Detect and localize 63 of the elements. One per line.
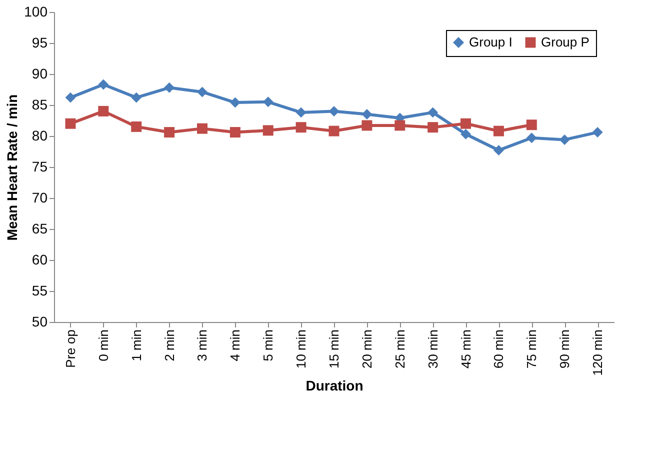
point bbox=[394, 120, 406, 131]
point bbox=[362, 109, 372, 120]
x-tick-label: 20 min bbox=[359, 330, 374, 369]
point bbox=[559, 134, 570, 145]
point bbox=[296, 122, 306, 133]
point bbox=[526, 120, 537, 130]
x-tick-label: 120 min bbox=[590, 330, 606, 376]
point bbox=[460, 128, 472, 140]
x-tick-label: 10 min bbox=[294, 330, 309, 369]
point bbox=[262, 96, 274, 108]
x-axis-title: Duration bbox=[306, 378, 364, 394]
point bbox=[230, 97, 240, 108]
x-tick-label: 0 min bbox=[96, 330, 111, 362]
point bbox=[428, 122, 438, 133]
x-tick-label: 75 min bbox=[524, 330, 540, 369]
x-tick-label: 25 min bbox=[392, 330, 408, 369]
point bbox=[196, 86, 208, 98]
y-tick-label: 55 bbox=[32, 282, 48, 298]
point bbox=[493, 126, 504, 136]
x-tick-label: 2 min bbox=[162, 330, 177, 362]
y-tick-label: 80 bbox=[32, 128, 48, 144]
y-tick-label: 60 bbox=[32, 252, 48, 268]
point bbox=[98, 106, 109, 116]
y-tick-label: 50 bbox=[32, 314, 48, 330]
y-tick-label: 85 bbox=[32, 96, 48, 112]
point bbox=[65, 92, 76, 103]
x-tick-label: 15 min bbox=[326, 330, 342, 369]
point bbox=[262, 125, 274, 136]
point bbox=[493, 145, 504, 156]
point bbox=[98, 79, 109, 90]
x-tick-label: 90 min bbox=[557, 330, 572, 369]
x-tick-label: 30 min bbox=[425, 330, 440, 369]
y-tick-label: 90 bbox=[32, 66, 48, 82]
x-tick-label: 45 min bbox=[458, 330, 474, 369]
point bbox=[328, 106, 340, 116]
legend-label: Group P bbox=[541, 34, 590, 50]
point bbox=[65, 118, 76, 129]
x-tick-label: 60 min bbox=[491, 330, 506, 369]
y-tick-label: 70 bbox=[32, 190, 48, 206]
x-tick-label: 5 min bbox=[260, 330, 276, 362]
x-tick-label: 1 min bbox=[128, 330, 144, 362]
y-tick-label: 95 bbox=[32, 34, 48, 50]
point bbox=[164, 127, 175, 138]
point bbox=[526, 132, 537, 144]
point bbox=[592, 127, 603, 138]
y-tick-label: 75 bbox=[32, 158, 48, 174]
legend-label: Group I bbox=[469, 34, 512, 50]
x-tick-label: 3 min bbox=[194, 330, 210, 362]
point bbox=[362, 120, 372, 131]
point bbox=[131, 92, 142, 103]
point bbox=[328, 126, 340, 136]
point bbox=[230, 127, 240, 138]
point bbox=[296, 107, 306, 118]
x-tick-label: 4 min bbox=[228, 330, 243, 362]
point bbox=[428, 107, 438, 118]
point bbox=[164, 82, 175, 93]
point bbox=[460, 118, 472, 129]
x-tick-label: Pre op bbox=[62, 330, 78, 368]
point bbox=[196, 123, 208, 134]
y-tick-label: 65 bbox=[32, 220, 48, 236]
y-axis-title: Mean Heart Rate / min bbox=[4, 94, 20, 241]
y-tick-label: 100 bbox=[24, 4, 48, 20]
point bbox=[131, 121, 142, 132]
